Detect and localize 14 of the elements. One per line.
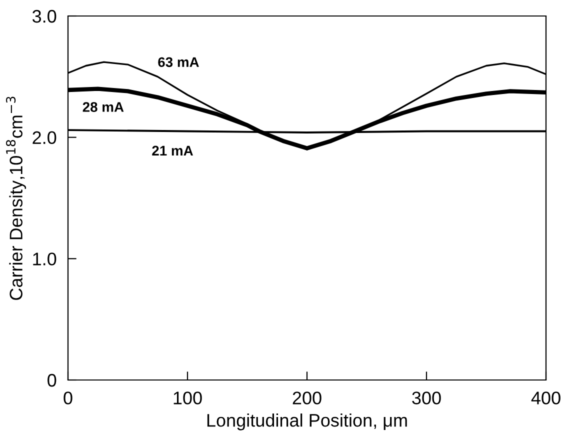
y-axis-title: Carrier Density,10$^{18}$cm$^{−3}$	[6, 96, 26, 300]
x-tick-label: 100	[174, 392, 202, 404]
series-label: 63 mA	[158, 57, 199, 68]
y-tick-label: 0	[48, 374, 56, 387]
x-tick-label: 0	[64, 392, 72, 404]
x-tick-label: 300	[412, 392, 441, 404]
series-label: 21 mA	[152, 146, 193, 156]
y-tick-label: 2.0	[32, 131, 56, 144]
y-tick-label: 3.0	[32, 10, 56, 23]
x-tick-label: 200	[292, 392, 322, 404]
y-tick-label: 1.0	[33, 252, 56, 266]
series-label: 28 mA	[82, 102, 124, 112]
x-tick-label: 400	[531, 392, 560, 404]
x-axis-title: Longitudinal Position, μm	[207, 414, 407, 430]
